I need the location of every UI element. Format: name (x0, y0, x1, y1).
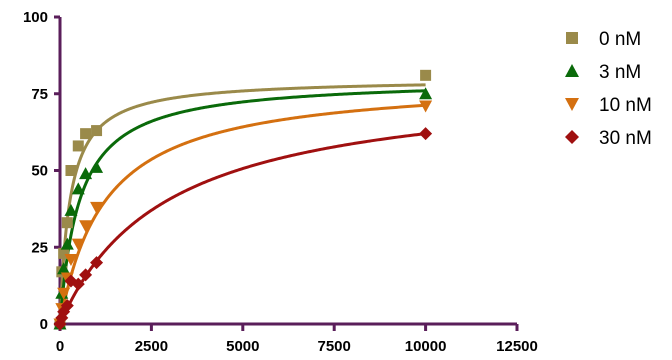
data-point-3-nm (71, 182, 85, 195)
data-point-0-nm (91, 125, 103, 137)
x-tick-label: 10000 (405, 338, 447, 355)
data-point-3-nm (419, 87, 433, 100)
data-point-10-nm (64, 254, 78, 267)
fit-curve-30-nm (58, 132, 426, 326)
legend-label-30-nm: 30 nM (599, 128, 652, 149)
legend-item-0-nm: 0 nM (566, 29, 641, 50)
data-point-10-nm (71, 238, 85, 251)
y-tick-label: 50 (31, 163, 48, 180)
data-point-30-nm (419, 127, 433, 141)
legend-label-3-nm: 3 nM (599, 62, 641, 83)
data-point-3-nm (79, 167, 93, 180)
data-point-3-nm (64, 203, 78, 216)
data-point-30-nm (79, 268, 93, 282)
data-point-0-nm (58, 247, 70, 259)
legend-label-10-nm: 10 nM (599, 95, 652, 116)
fit-curves (58, 83, 426, 326)
data-point-10-nm (419, 100, 433, 113)
data-point-0-nm (61, 217, 73, 229)
data-point-0-nm (80, 128, 92, 140)
data-point-0-nm (420, 69, 432, 81)
x-tick-label: 0 (56, 338, 64, 355)
fit-curve-3-nm (58, 89, 426, 325)
x-tick-label: 2500 (135, 338, 168, 355)
x-tick-label: 5000 (226, 338, 259, 355)
legend-label-0-nm: 0 nM (599, 29, 641, 50)
data-point-3-nm (90, 160, 104, 173)
data-point-0-nm (65, 165, 77, 176)
data-point-10-nm (57, 287, 71, 300)
legend-marker-30-nm (565, 130, 579, 144)
data-point-30-nm (55, 311, 69, 325)
data-point-3-nm (57, 262, 71, 275)
legend: 0 nM 3 nM 10 nM 30 nM (565, 29, 652, 149)
legend-item-10-nm: 10 nM (565, 95, 652, 116)
axes: 0 25 50 75 100 0 2500 5000 7500 10000 12500 (23, 9, 538, 355)
x-tick-label: 12500 (496, 338, 538, 355)
y-tick-label: 25 (31, 239, 48, 256)
data-point-0-nm (72, 140, 84, 152)
data-points (53, 69, 433, 331)
legend-marker-0-nm (566, 32, 578, 44)
data-point-10-nm (79, 220, 93, 233)
data-point-30-nm (71, 277, 85, 291)
y-tick-label: 75 (31, 86, 48, 103)
x-tick-label: 7500 (318, 338, 351, 355)
y-tick-label: 100 (23, 9, 48, 26)
legend-item-3-nm: 3 nM (565, 62, 641, 83)
y-tick-label: 0 (40, 316, 48, 333)
fit-curve-10-nm (58, 103, 426, 325)
legend-item-30-nm: 30 nM (565, 128, 652, 149)
data-point-10-nm (90, 201, 104, 214)
data-point-30-nm (60, 299, 74, 313)
data-point-30-nm (90, 256, 104, 270)
legend-marker-3-nm (565, 64, 579, 77)
data-point-3-nm (60, 237, 74, 250)
fit-curve-0-nm (58, 83, 426, 325)
legend-marker-10-nm (565, 98, 579, 111)
